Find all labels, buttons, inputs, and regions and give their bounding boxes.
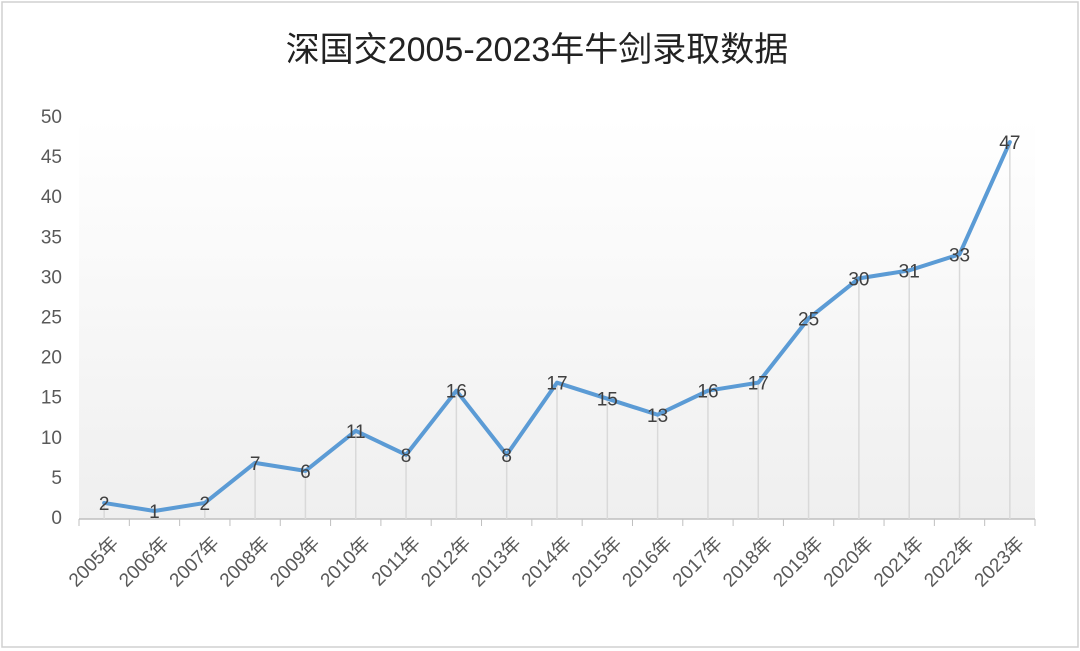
y-tick-label: 0 (51, 508, 62, 529)
y-tick-label: 10 (41, 428, 62, 449)
y-tick-label: 20 (41, 348, 62, 369)
data-label: 31 (899, 261, 920, 282)
y-tick-label: 15 (41, 388, 62, 409)
data-label: 47 (999, 133, 1020, 154)
y-tick-label: 5 (51, 468, 62, 489)
data-label: 8 (501, 446, 512, 467)
data-label: 1 (149, 502, 160, 523)
data-label: 6 (300, 462, 311, 483)
data-label: 17 (748, 374, 769, 395)
data-label: 16 (697, 382, 718, 403)
data-label: 25 (798, 310, 819, 331)
data-label: 8 (401, 446, 412, 467)
y-tick-label: 40 (41, 187, 62, 208)
data-label: 11 (346, 422, 366, 443)
y-tick-label: 30 (41, 267, 62, 288)
data-label: 13 (647, 406, 668, 427)
data-label: 2 (200, 494, 211, 515)
data-label: 16 (446, 382, 467, 403)
data-label: 2 (99, 494, 110, 515)
data-label: 15 (597, 390, 618, 411)
y-tick-label: 50 (41, 107, 62, 128)
data-label: 17 (546, 374, 567, 395)
chart-title: 深国交2005-2023年牛剑录取数据 (286, 31, 789, 69)
y-tick-label: 45 (41, 147, 62, 168)
line (102, 140, 1012, 513)
y-tick-label: 35 (41, 227, 62, 248)
data-label: 33 (949, 245, 970, 266)
data-label: 30 (848, 269, 869, 290)
data-label: 7 (250, 454, 261, 475)
y-tick-label: 25 (41, 308, 62, 329)
